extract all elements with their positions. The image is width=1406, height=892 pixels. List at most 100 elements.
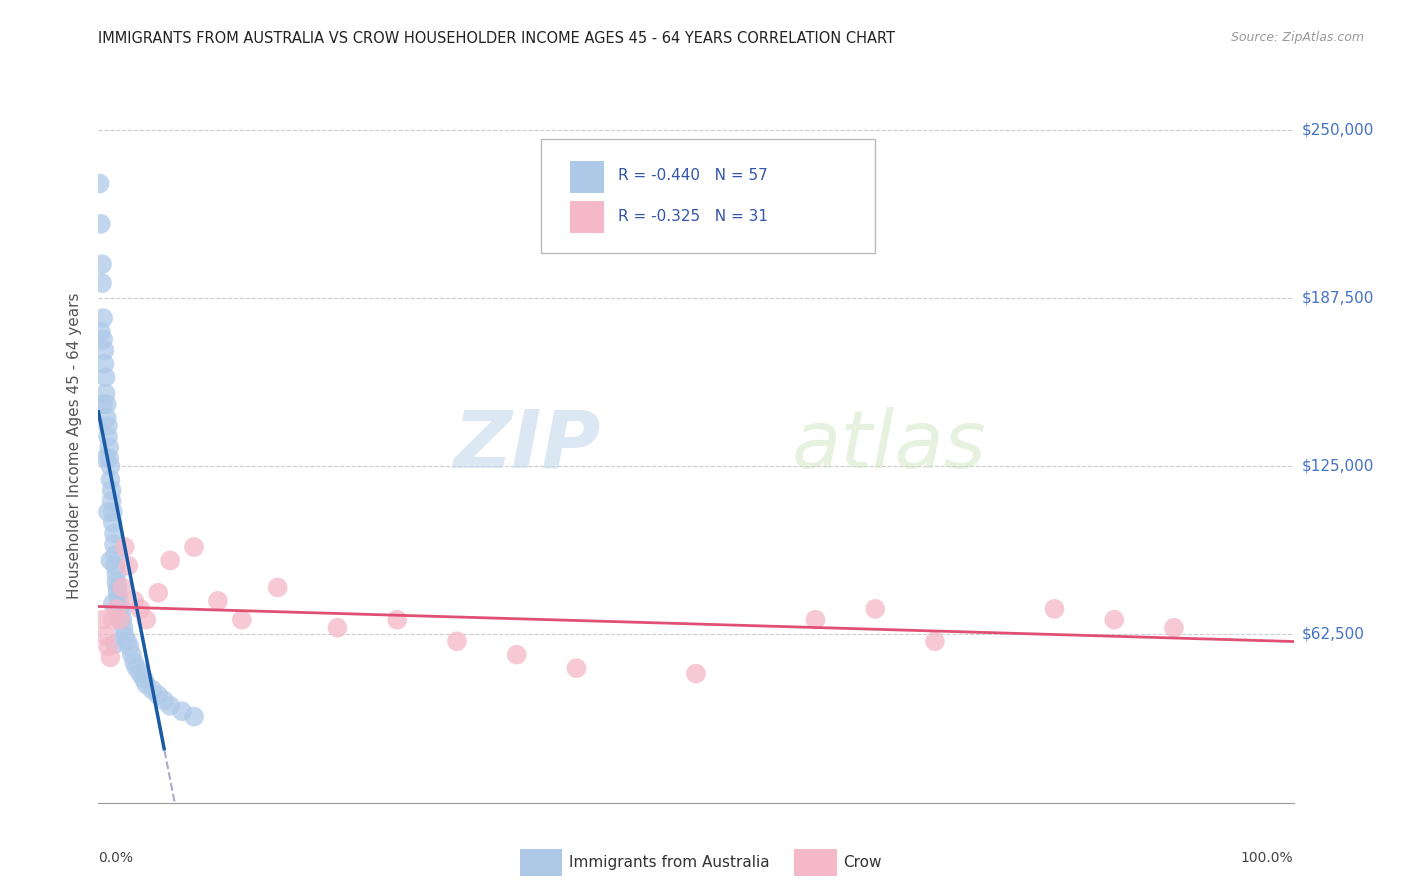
Point: [121, 648, 143, 662]
Point: [97, 418, 120, 433]
Point: [135, 613, 157, 627]
Point: [118, 640, 141, 654]
FancyBboxPatch shape: [540, 139, 875, 253]
Point: [98, 441, 121, 455]
Point: [98, 650, 122, 665]
Point: [172, 704, 194, 718]
Point: [141, 682, 163, 697]
Point: [114, 629, 136, 643]
Text: Immigrants from Australia: Immigrants from Australia: [569, 855, 770, 870]
Point: [159, 698, 181, 713]
Point: [125, 661, 148, 675]
Y-axis label: Householder Income Ages 45 - 64 years: Householder Income Ages 45 - 64 years: [67, 293, 83, 599]
Point: [98, 473, 122, 487]
Point: [129, 602, 152, 616]
Point: [100, 483, 122, 498]
Point: [153, 693, 176, 707]
FancyBboxPatch shape: [571, 202, 605, 234]
Point: [1043, 602, 1066, 616]
Point: [924, 634, 946, 648]
Text: $187,500: $187,500: [1302, 291, 1374, 305]
Point: [91, 276, 114, 290]
Point: [97, 640, 120, 654]
Text: $125,000: $125,000: [1302, 458, 1374, 474]
Point: [104, 558, 127, 573]
Point: [183, 709, 205, 723]
Point: [90, 325, 112, 339]
Point: [267, 580, 290, 594]
Point: [148, 586, 170, 600]
Point: [98, 459, 122, 474]
Point: [96, 397, 118, 411]
Point: [103, 537, 125, 551]
Point: [863, 602, 886, 616]
Point: [231, 613, 253, 627]
Text: 0.0%: 0.0%: [98, 851, 134, 865]
Point: [100, 494, 122, 508]
Point: [104, 637, 127, 651]
Point: [124, 594, 146, 608]
Point: [107, 591, 129, 606]
Point: [103, 526, 125, 541]
Text: $62,500: $62,500: [1302, 627, 1365, 642]
Point: [565, 661, 588, 675]
Point: [132, 672, 155, 686]
Point: [91, 311, 114, 326]
Point: [108, 599, 131, 614]
Point: [129, 666, 152, 681]
Point: [105, 602, 128, 616]
Point: [94, 386, 117, 401]
Text: Source: ZipAtlas.com: Source: ZipAtlas.com: [1230, 31, 1364, 45]
Point: [385, 613, 409, 627]
Text: IMMIGRANTS FROM AUSTRALIA VS CROW HOUSEHOLDER INCOME AGES 45 - 64 YEARS CORRELAT: IMMIGRANTS FROM AUSTRALIA VS CROW HOUSEH…: [98, 31, 896, 46]
Point: [183, 540, 205, 554]
Point: [94, 451, 117, 466]
Text: 100.0%: 100.0%: [1241, 851, 1294, 865]
Point: [94, 370, 117, 384]
Point: [506, 648, 529, 662]
Point: [89, 177, 111, 191]
Point: [104, 548, 127, 562]
Point: [96, 410, 118, 425]
Point: [124, 656, 146, 670]
Point: [105, 574, 128, 589]
Point: [107, 586, 129, 600]
Point: [93, 343, 115, 358]
Point: [101, 516, 124, 530]
Point: [110, 605, 132, 619]
Text: $250,000: $250,000: [1302, 122, 1374, 137]
Point: [446, 634, 468, 648]
Point: [804, 613, 827, 627]
Point: [114, 540, 136, 554]
Point: [111, 580, 134, 594]
Point: [135, 677, 157, 691]
Point: [148, 688, 170, 702]
Point: [98, 553, 122, 567]
Point: [207, 594, 229, 608]
Point: [90, 217, 112, 231]
Text: R = -0.440   N = 57: R = -0.440 N = 57: [619, 168, 768, 183]
Point: [97, 429, 120, 443]
FancyBboxPatch shape: [571, 161, 605, 193]
Point: [112, 621, 135, 635]
Text: R = -0.325   N = 31: R = -0.325 N = 31: [619, 209, 768, 224]
Point: [1163, 621, 1185, 635]
Point: [326, 621, 349, 635]
Point: [159, 553, 181, 567]
Point: [94, 629, 117, 643]
Point: [117, 558, 139, 573]
Point: [93, 357, 115, 371]
Point: [91, 397, 114, 411]
Point: [101, 597, 124, 611]
Text: ZIP: ZIP: [453, 407, 600, 485]
Point: [91, 613, 114, 627]
Point: [1102, 613, 1125, 627]
Point: [108, 613, 131, 627]
Point: [101, 613, 124, 627]
Point: [101, 505, 124, 519]
Point: [685, 666, 707, 681]
Point: [97, 505, 120, 519]
Text: atlas: atlas: [792, 407, 987, 485]
Point: [105, 566, 128, 581]
Point: [91, 257, 114, 271]
